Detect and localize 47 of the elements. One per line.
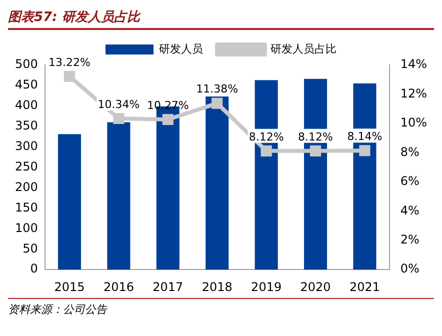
y2-tick-label: 10% [400,116,427,130]
chart-title: 图表57: 研发人员占比 [8,8,434,30]
y2-tick-label: 6% [400,174,420,188]
y-tick-label: 150 [15,200,38,214]
data-label: 8.12% [248,130,284,144]
legend-label: 研发人员占比 [270,42,336,56]
y-tick-label: 100 [15,220,38,235]
y-tick-label: 0 [30,262,38,276]
legend-label: 研发人员 [159,42,203,56]
text: 资料来源：公司公告 [8,298,434,317]
point [113,112,124,124]
x-tick-label: 2021 [349,280,380,294]
y-tick-label: 350 [15,118,38,133]
y2-tick-label: 12% [400,86,427,100]
x-tick-label: 2017 [152,280,184,294]
y-tick-label: 50 [22,241,38,256]
y2-tick-label: 2% [400,232,420,246]
bar [107,122,130,270]
x-tick-label: 2019 [251,280,282,294]
data-label: 11.38% [196,82,238,96]
point [310,145,322,156]
y2-tick-label: 4% [400,203,420,218]
x-tick-label: 2015 [54,280,85,294]
y2-tick-label: 14% [400,57,427,72]
y-tick-label: 400 [15,98,38,112]
x-tick-label: 2016 [103,280,134,294]
data-label: 8.12% [298,130,333,144]
point [260,145,272,156]
bar [206,96,229,270]
y-tick-label: 300 [15,138,38,153]
bar [58,134,82,270]
y-tick-label: 200 [15,180,38,194]
point [359,145,370,156]
y2-tick-label: 0% [400,262,420,276]
x-tick-label: 2018 [202,280,232,294]
y-tick-label: 500 [15,57,38,72]
point [212,98,223,109]
data-label: 13.22% [48,56,90,69]
x-tick-label: 2020 [300,280,331,294]
point [162,114,174,126]
point [64,70,76,82]
y-tick-label: 250 [15,159,38,174]
data-label: 8.14% [347,130,382,143]
y2-tick-label: 8% [400,144,420,159]
y-tick-label: 450 [15,78,38,92]
data-label: 10.34% [98,98,140,111]
data-label: 10.27% [146,98,189,112]
